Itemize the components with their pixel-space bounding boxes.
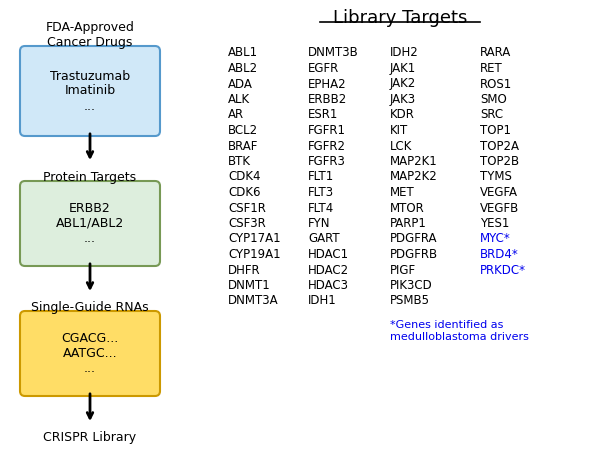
Text: DNMT3A: DNMT3A <box>228 294 279 308</box>
Text: ABL2: ABL2 <box>228 62 258 75</box>
Text: ALK: ALK <box>228 93 250 106</box>
Text: MAP2K1: MAP2K1 <box>390 155 438 168</box>
Text: PIK3CD: PIK3CD <box>390 279 432 292</box>
Text: MTOR: MTOR <box>390 202 425 214</box>
Text: GART: GART <box>308 233 340 245</box>
Text: LCK: LCK <box>390 139 412 153</box>
Text: ADA: ADA <box>228 78 253 90</box>
Text: ABL1: ABL1 <box>228 47 258 59</box>
Text: RET: RET <box>480 62 503 75</box>
Text: MAP2K2: MAP2K2 <box>390 171 438 184</box>
Text: FGFR2: FGFR2 <box>308 139 346 153</box>
Text: Library Targets: Library Targets <box>333 9 467 27</box>
FancyBboxPatch shape <box>20 181 160 266</box>
Text: VEGFB: VEGFB <box>480 202 519 214</box>
Text: SMO: SMO <box>480 93 507 106</box>
Text: FYN: FYN <box>308 217 331 230</box>
Text: FLT3: FLT3 <box>308 186 334 199</box>
Text: CGACG...
AATGC...
...: CGACG... AATGC... ... <box>61 332 119 375</box>
Text: PDGFRB: PDGFRB <box>390 248 438 261</box>
Text: ERBB2
ABL1/ABL2
...: ERBB2 ABL1/ABL2 ... <box>56 202 124 245</box>
Text: MYC*: MYC* <box>480 233 511 245</box>
Text: PIGF: PIGF <box>390 263 416 276</box>
Text: Single-Guide RNAs: Single-Guide RNAs <box>31 301 149 314</box>
Text: PSMB5: PSMB5 <box>390 294 430 308</box>
Text: RARA: RARA <box>480 47 512 59</box>
Text: CSF3R: CSF3R <box>228 217 266 230</box>
Text: JAK3: JAK3 <box>390 93 416 106</box>
Text: KIT: KIT <box>390 124 409 137</box>
Text: FLT1: FLT1 <box>308 171 334 184</box>
Text: CRISPR Library: CRISPR Library <box>44 431 137 444</box>
Text: BTK: BTK <box>228 155 251 168</box>
FancyBboxPatch shape <box>20 311 160 396</box>
Text: KDR: KDR <box>390 108 415 122</box>
Text: ESR1: ESR1 <box>308 108 338 122</box>
Text: JAK2: JAK2 <box>390 78 416 90</box>
Text: MET: MET <box>390 186 415 199</box>
Text: BRAF: BRAF <box>228 139 258 153</box>
Text: BRD4*: BRD4* <box>480 248 519 261</box>
Text: PDGFRA: PDGFRA <box>390 233 437 245</box>
Text: EGFR: EGFR <box>308 62 339 75</box>
Text: ROS1: ROS1 <box>480 78 512 90</box>
Text: JAK1: JAK1 <box>390 62 416 75</box>
Text: FDA-Approved
Cancer Drugs: FDA-Approved Cancer Drugs <box>46 21 134 49</box>
Text: Trastuzumab
Imatinib
...: Trastuzumab Imatinib ... <box>50 70 130 113</box>
FancyBboxPatch shape <box>20 46 160 136</box>
Text: DNMT3B: DNMT3B <box>308 47 359 59</box>
Text: TOP1: TOP1 <box>480 124 511 137</box>
Text: HDAC2: HDAC2 <box>308 263 349 276</box>
Text: HDAC1: HDAC1 <box>308 248 349 261</box>
Text: IDH1: IDH1 <box>308 294 337 308</box>
Text: TOP2A: TOP2A <box>480 139 519 153</box>
Text: DHFR: DHFR <box>228 263 261 276</box>
Text: FGFR3: FGFR3 <box>308 155 346 168</box>
Text: IDH2: IDH2 <box>390 47 419 59</box>
Text: HDAC3: HDAC3 <box>308 279 349 292</box>
Text: FGFR1: FGFR1 <box>308 124 346 137</box>
Text: FLT4: FLT4 <box>308 202 334 214</box>
Text: CSF1R: CSF1R <box>228 202 266 214</box>
Text: Protein Targets: Protein Targets <box>44 171 137 184</box>
Text: DNMT1: DNMT1 <box>228 279 271 292</box>
Text: *Genes identified as
medulloblastoma drivers: *Genes identified as medulloblastoma dri… <box>390 320 529 341</box>
Text: CYP17A1: CYP17A1 <box>228 233 280 245</box>
Text: SRC: SRC <box>480 108 503 122</box>
Text: CDK6: CDK6 <box>228 186 261 199</box>
Text: CYP19A1: CYP19A1 <box>228 248 280 261</box>
Text: AR: AR <box>228 108 244 122</box>
Text: ERBB2: ERBB2 <box>308 93 347 106</box>
Text: EPHA2: EPHA2 <box>308 78 347 90</box>
Text: CDK4: CDK4 <box>228 171 261 184</box>
Text: PARP1: PARP1 <box>390 217 427 230</box>
Text: VEGFA: VEGFA <box>480 186 518 199</box>
Text: YES1: YES1 <box>480 217 509 230</box>
Text: TYMS: TYMS <box>480 171 512 184</box>
Text: BCL2: BCL2 <box>228 124 258 137</box>
Text: PRKDC*: PRKDC* <box>480 263 526 276</box>
Text: TOP2B: TOP2B <box>480 155 519 168</box>
